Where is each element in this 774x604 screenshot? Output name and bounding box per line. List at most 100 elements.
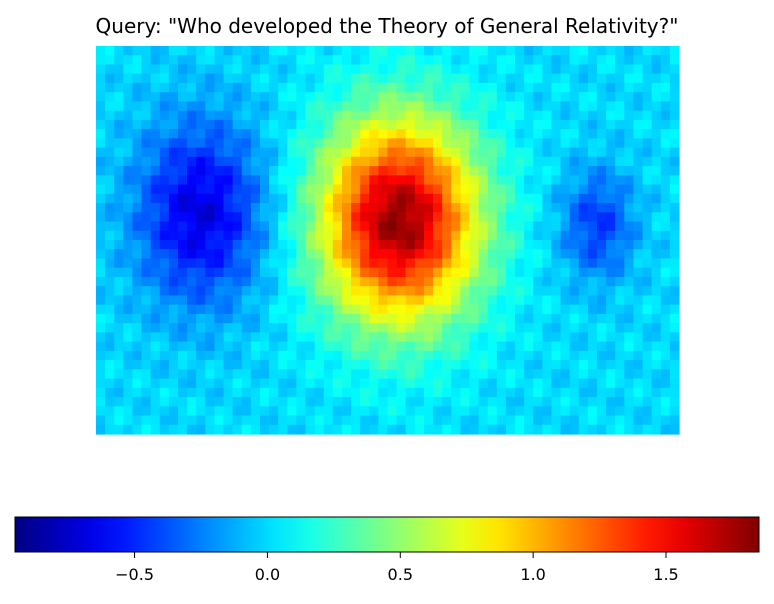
heatmap-cell (551, 378, 562, 389)
heatmap-cell (469, 332, 480, 343)
heatmap-cell (624, 276, 635, 287)
heatmap-cell (159, 110, 170, 121)
heatmap-cell (569, 249, 580, 260)
heatmap-cell (560, 350, 571, 361)
heatmap-cell (250, 341, 261, 352)
heatmap-cell (341, 175, 352, 186)
heatmap-cell (578, 203, 589, 213)
heatmap-cell (96, 240, 106, 250)
heatmap-cell (232, 304, 243, 315)
heatmap-cell (414, 369, 425, 380)
heatmap-cell (96, 295, 106, 306)
heatmap-cell (214, 203, 225, 213)
heatmap-cell (296, 397, 307, 407)
heatmap-cell (624, 332, 635, 343)
heatmap-cell (396, 147, 407, 158)
heatmap-cell (624, 406, 635, 417)
heatmap-cell (314, 415, 325, 426)
heatmap-cell (241, 230, 252, 241)
heatmap-cell (651, 369, 662, 380)
heatmap-cell (114, 341, 124, 352)
heatmap-cell (505, 119, 516, 130)
heatmap-cell (250, 332, 261, 343)
heatmap-cell (187, 406, 197, 417)
heatmap-cell (606, 332, 616, 343)
heatmap-cell (651, 313, 662, 324)
heatmap-cell (332, 304, 343, 315)
heatmap-cell (205, 240, 216, 250)
heatmap-cell (177, 101, 188, 112)
heatmap-cell (542, 350, 553, 361)
heatmap-cell (414, 230, 425, 241)
heatmap-cell (241, 415, 252, 426)
heatmap-cell (360, 101, 370, 112)
heatmap-cell (369, 82, 379, 93)
heatmap-cell (542, 424, 553, 435)
heatmap-cell (205, 203, 216, 213)
heatmap-cell (168, 147, 179, 158)
heatmap-cell (96, 46, 106, 56)
heatmap-cell (177, 147, 188, 158)
heatmap-cell (524, 276, 534, 287)
heatmap-cell (642, 286, 653, 297)
heatmap-cell (378, 46, 389, 56)
heatmap-cell (524, 147, 534, 158)
heatmap-cell (633, 92, 644, 103)
heatmap-cell (369, 55, 379, 66)
heatmap-cell (351, 286, 361, 297)
heatmap-cell (423, 110, 434, 121)
heatmap-cell (296, 175, 307, 186)
heatmap-cell (669, 267, 680, 278)
heatmap-cell (606, 341, 616, 352)
colorbar: −0.5 0.0 0.5 1.0 1.5 (14, 516, 760, 584)
heatmap-cell (105, 212, 115, 223)
heatmap-cell (323, 378, 334, 389)
heatmap-cell (187, 184, 197, 195)
heatmap-cell (332, 129, 343, 139)
heatmap-cell (123, 406, 134, 417)
heatmap-cell (469, 184, 480, 195)
heatmap-cell (515, 424, 525, 435)
heatmap-cell (487, 230, 498, 241)
heatmap-cell (369, 323, 379, 333)
heatmap-cell (150, 323, 161, 333)
heatmap-cell (615, 119, 625, 130)
heatmap-cell (524, 240, 534, 250)
heatmap-cell (542, 64, 553, 75)
heatmap-cell (150, 249, 161, 260)
heatmap-cell (168, 332, 179, 343)
heatmap-cell (624, 230, 635, 241)
heatmap-cell (214, 406, 225, 417)
heatmap-cell (569, 119, 580, 130)
heatmap-cell (442, 101, 452, 112)
heatmap-cell (496, 258, 507, 269)
heatmap-cell (114, 387, 124, 398)
heatmap-cell (323, 406, 334, 417)
heatmap-cell (560, 73, 571, 84)
heatmap-cell (196, 341, 206, 352)
heatmap-cell (651, 378, 662, 389)
heatmap-cell (241, 92, 252, 103)
heatmap-cell (114, 295, 124, 306)
heatmap-cell (551, 258, 562, 269)
heatmap-cell (387, 332, 398, 343)
heatmap-cell (332, 387, 343, 398)
heatmap-cell (496, 230, 507, 241)
heatmap-cell (542, 406, 553, 417)
heatmap-cell (651, 240, 662, 250)
heatmap-cell (360, 397, 370, 407)
heatmap-cell (287, 147, 298, 158)
heatmap-cell (515, 369, 525, 380)
heatmap-cell (360, 406, 370, 417)
heatmap-cell (187, 387, 197, 398)
heatmap-cell (414, 341, 425, 352)
heatmap-cell (287, 184, 298, 195)
heatmap-cell (360, 360, 370, 370)
heatmap-cell (177, 156, 188, 167)
heatmap-cell (296, 129, 307, 139)
heatmap-cell (168, 129, 179, 139)
heatmap-cell (278, 73, 288, 84)
heatmap-cell (505, 415, 516, 426)
heatmap-cell (250, 323, 261, 333)
heatmap-cell (405, 156, 416, 167)
